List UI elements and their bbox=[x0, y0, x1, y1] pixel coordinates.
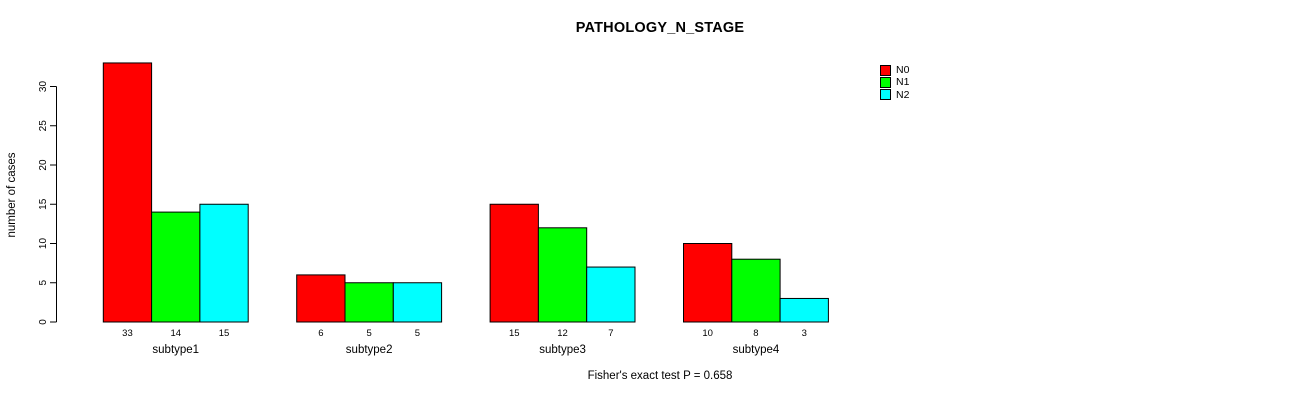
bar-value-label: 3 bbox=[802, 328, 807, 339]
bar-N1-subtype3 bbox=[537, 227, 588, 323]
bar-N2-subtype2 bbox=[392, 282, 443, 323]
legend-label-N0: N0 bbox=[896, 63, 910, 76]
legend-label-N1: N1 bbox=[896, 76, 910, 89]
bar-N1-subtype2 bbox=[344, 282, 394, 323]
category-label: subtype2 bbox=[346, 344, 393, 356]
y-axis-tick-label: 15 bbox=[38, 198, 49, 210]
bar-value-label: 15 bbox=[219, 328, 230, 339]
bar-N0-subtype3 bbox=[489, 203, 539, 323]
legend-swatch-N1 bbox=[880, 77, 891, 89]
bar-N0-subtype4 bbox=[683, 243, 733, 323]
bar-value-label: 5 bbox=[415, 328, 420, 339]
bar-value-label: 15 bbox=[509, 328, 520, 339]
y-axis-tick-label: 30 bbox=[38, 81, 49, 93]
legend-item-N0: N0 bbox=[880, 64, 909, 76]
bar-N2-subtype1 bbox=[199, 203, 249, 323]
chart-title: PATHOLOGY_N_STAGE bbox=[575, 20, 745, 36]
bar-N1-subtype4 bbox=[731, 258, 781, 323]
category-label: subtype4 bbox=[733, 344, 780, 356]
bar-N0-subtype1 bbox=[102, 62, 153, 323]
legend-swatch-N2 bbox=[880, 89, 891, 101]
category-label: subtype1 bbox=[152, 344, 199, 356]
legend-swatch-N0 bbox=[880, 64, 891, 76]
bar-value-label: 14 bbox=[170, 328, 181, 339]
y-axis-tick-label: 25 bbox=[38, 120, 49, 132]
footnote-pvalue: Fisher's exact test P = 0.658 bbox=[587, 370, 733, 382]
bar-N2-subtype3 bbox=[586, 266, 636, 323]
legend-label-N2: N2 bbox=[896, 88, 910, 101]
legend-item-N1: N1 bbox=[880, 76, 910, 89]
y-axis-tick-label: 20 bbox=[38, 159, 49, 171]
bar-N1-subtype1 bbox=[151, 211, 201, 323]
y-axis-tick-label: 0 bbox=[38, 319, 49, 325]
y-axis-tick-label: 10 bbox=[38, 238, 49, 250]
bar-value-label: 7 bbox=[608, 328, 613, 339]
y-axis-tick-label: 5 bbox=[38, 280, 49, 286]
bar-value-label: 33 bbox=[122, 328, 133, 339]
legend-item-N2: N2 bbox=[880, 89, 909, 101]
bar-value-label: 8 bbox=[753, 328, 758, 339]
bar-value-label: 10 bbox=[702, 328, 713, 339]
bar-N0-subtype2 bbox=[296, 274, 346, 323]
bar-value-label: 12 bbox=[557, 328, 568, 339]
bar-value-label: 6 bbox=[318, 328, 323, 339]
category-label: subtype3 bbox=[539, 344, 586, 356]
bar-value-label: 5 bbox=[367, 328, 372, 339]
bar-N2-subtype4 bbox=[779, 297, 829, 323]
legend: N0 N1 N2 bbox=[880, 64, 909, 101]
